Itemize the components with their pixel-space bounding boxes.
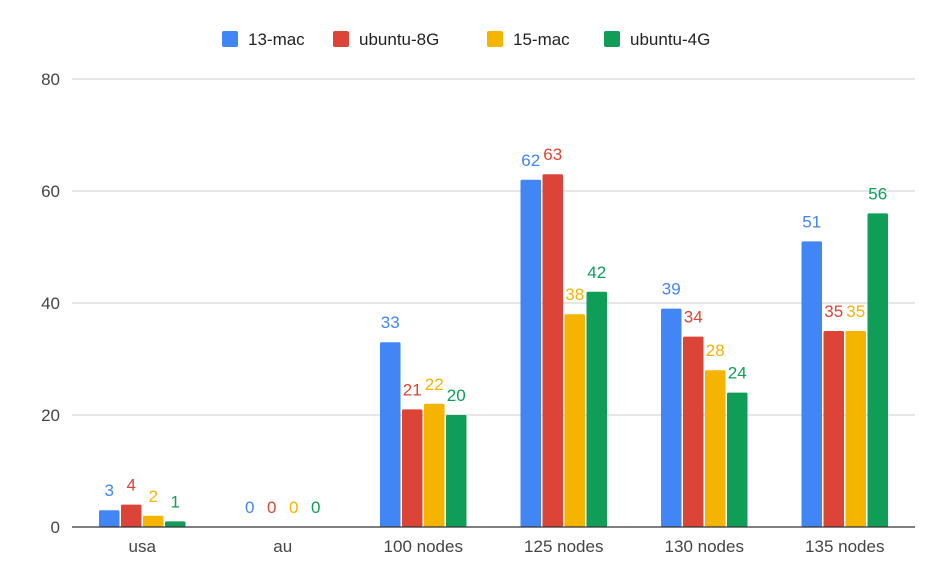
x-tick-label: 130 nodes (665, 537, 744, 556)
legend-swatch (604, 31, 620, 47)
bar (99, 510, 120, 527)
data-label: 63 (543, 145, 562, 164)
bar (380, 342, 401, 527)
x-tick-label: usa (129, 537, 157, 556)
data-label: 4 (127, 476, 136, 495)
bar (705, 370, 726, 527)
bar (121, 504, 142, 527)
legend-label: 13-mac (248, 30, 305, 49)
x-tick-label: 125 nodes (524, 537, 603, 556)
legend-label: ubuntu-4G (630, 30, 710, 49)
bar (446, 415, 467, 527)
data-label: 0 (245, 498, 254, 517)
data-label: 56 (868, 184, 887, 203)
data-label: 35 (846, 302, 865, 321)
data-label: 28 (706, 341, 725, 360)
data-label: 20 (447, 386, 466, 405)
data-label: 3 (105, 481, 114, 500)
y-tick-label: 20 (41, 406, 60, 425)
x-tick-label: 135 nodes (805, 537, 884, 556)
bar (727, 392, 748, 527)
data-label: 35 (824, 302, 843, 321)
chart-legend: 13-mac ubuntu-8G 15-mac ubuntu-4G (222, 30, 710, 49)
data-label: 39 (662, 280, 681, 299)
bar (165, 521, 186, 527)
x-tick-label: 100 nodes (384, 537, 463, 556)
bar (402, 409, 423, 527)
x-axis: usa au 100 nodes 125 nodes 130 nodes 135 node… (72, 526, 915, 556)
legend-swatch (222, 31, 238, 47)
bar (520, 179, 541, 528)
bar (867, 213, 888, 527)
bar (823, 331, 844, 527)
bar (845, 331, 866, 527)
y-tick-label: 80 (41, 70, 60, 89)
y-tick-label: 0 (51, 518, 60, 537)
x-tick-label: au (273, 537, 292, 556)
legend-swatch (333, 31, 349, 47)
data-label: 38 (565, 285, 584, 304)
bar (564, 314, 585, 527)
bar (586, 291, 607, 527)
data-label: 2 (149, 487, 158, 506)
data-label: 34 (684, 308, 703, 327)
data-label: 21 (403, 380, 422, 399)
y-tick-label: 60 (41, 182, 60, 201)
data-label: 33 (381, 313, 400, 332)
chart-bars (99, 174, 888, 528)
data-label: 1 (171, 492, 180, 511)
bar (683, 336, 704, 527)
data-label: 42 (587, 263, 606, 282)
data-label: 0 (289, 498, 298, 517)
data-label: 0 (311, 498, 320, 517)
legend-swatch (487, 31, 503, 47)
bar (143, 515, 164, 527)
bar (801, 241, 822, 527)
data-label: 0 (267, 498, 276, 517)
bar (424, 403, 445, 527)
data-label: 24 (728, 364, 747, 383)
bar (661, 308, 682, 527)
data-label: 51 (802, 212, 821, 231)
data-label: 22 (425, 375, 444, 394)
legend-label: 15-mac (513, 30, 570, 49)
bar (542, 174, 563, 527)
y-tick-label: 40 (41, 294, 60, 313)
data-label: 62 (521, 151, 540, 170)
legend-label: ubuntu-8G (359, 30, 439, 49)
